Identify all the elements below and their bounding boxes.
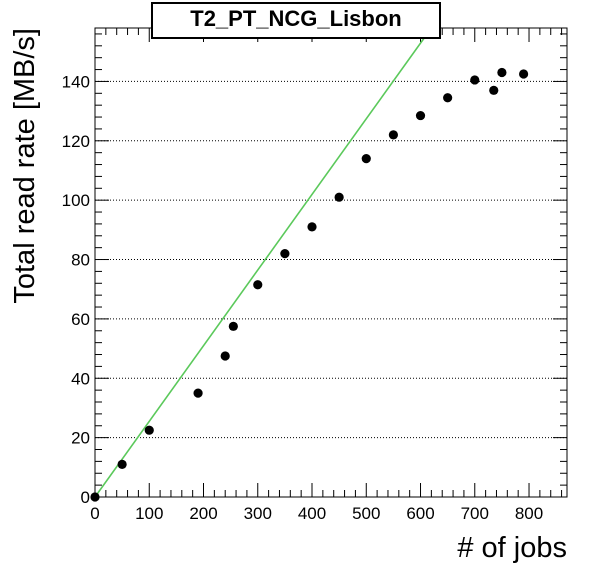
data-point xyxy=(307,222,317,232)
x-tick-label: 0 xyxy=(90,504,99,523)
y-tick-label: 80 xyxy=(71,251,90,270)
grid-lines xyxy=(95,80,567,439)
data-point xyxy=(497,67,507,78)
y-tick-label: 40 xyxy=(71,369,90,388)
ideal-scaling-line xyxy=(94,27,433,498)
data-point xyxy=(489,85,499,95)
title-box xyxy=(151,2,441,39)
data-point xyxy=(334,192,344,202)
y-tick-label: 100 xyxy=(62,191,90,210)
data-point xyxy=(361,154,371,164)
y-tick-label: 20 xyxy=(71,429,90,448)
x-tick-label: 400 xyxy=(298,504,326,523)
y-tick-label: 120 xyxy=(62,132,90,151)
y-tick-label: 0 xyxy=(81,488,90,507)
data-point xyxy=(228,321,238,331)
x-tick-label: 300 xyxy=(244,504,272,523)
data-point xyxy=(470,75,480,85)
x-tick-label: 600 xyxy=(406,504,434,523)
y-tick-label: 60 xyxy=(71,310,90,329)
plot-frame xyxy=(94,27,568,498)
reference-line xyxy=(94,27,433,498)
y-axis-title: Total read rate [MB/s] xyxy=(9,28,41,304)
data-point xyxy=(518,69,529,79)
data-point xyxy=(193,388,203,398)
x-tick-label: 700 xyxy=(461,504,489,523)
axis-ticks xyxy=(94,28,567,498)
x-tick-label: 500 xyxy=(352,504,380,523)
data-point xyxy=(280,248,290,259)
y-tick-labels: 0 20 40 60 80 100 120 140 xyxy=(62,72,90,507)
data-point xyxy=(144,425,154,435)
x-tick-label: 200 xyxy=(189,504,217,523)
data-point xyxy=(415,110,426,121)
data-point xyxy=(388,130,398,140)
y-tick-label: 140 xyxy=(62,72,90,91)
x-tick-labels: 0 100 200 300 400 500 600 700 800 xyxy=(90,504,543,523)
chart-title: T2_PT_NCG_Lisbon xyxy=(190,6,401,31)
x-axis-title: # of jobs xyxy=(457,532,567,564)
data-point xyxy=(220,351,230,361)
data-points xyxy=(90,67,529,502)
data-point xyxy=(117,459,127,469)
data-point xyxy=(253,280,263,290)
data-point xyxy=(443,93,453,103)
x-tick-label: 800 xyxy=(515,504,543,523)
x-tick-label: 100 xyxy=(135,504,163,523)
